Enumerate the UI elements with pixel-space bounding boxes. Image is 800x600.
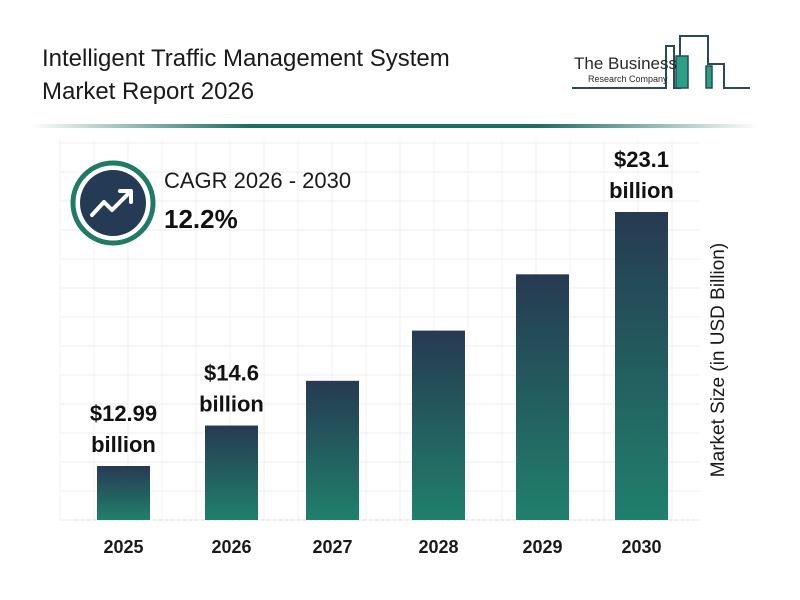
header-divider [30,124,758,128]
x-tick-label: 2029 [522,537,562,557]
bar-2028 [412,330,465,520]
bar-2029 [516,274,569,520]
bar-2025 [97,465,150,520]
logo-buildings-icon [572,35,750,89]
data-label-unit: billion [91,432,156,457]
logo-text-main: The Business [574,54,677,73]
title-line-2: Market Report 2026 [42,78,255,105]
company-logo: The Business Research Company [568,34,758,94]
x-tick-label: 2027 [312,537,352,557]
bar-2030 [615,212,668,520]
bar-2027 [306,380,359,520]
x-tick-label: 2025 [103,537,143,557]
cagr-label: CAGR 2026 - 2030 [164,168,352,193]
data-label-amount: $12.99 [90,401,157,426]
title-line-1: Intelligent Traffic Management System [42,45,450,72]
data-label-amount: $14.6 [204,361,259,386]
y-axis-label: Market Size (in USD Billion) [708,242,729,478]
logo-text-sub: Research Company [588,74,668,84]
data-label-unit: billion [609,178,674,203]
bar-2026 [205,425,258,520]
x-tick-label: 2030 [621,537,661,557]
data-label-amount: $23.1 [614,147,669,172]
x-tick-label: 2028 [418,537,458,557]
data-label-unit: billion [199,392,264,417]
cagr-value: 12.2% [164,204,238,234]
x-tick-label: 2026 [211,537,251,557]
trending-up-icon [70,160,156,246]
chart-grid [59,140,700,521]
page-title: Intelligent Traffic Management System Ma… [42,42,562,108]
